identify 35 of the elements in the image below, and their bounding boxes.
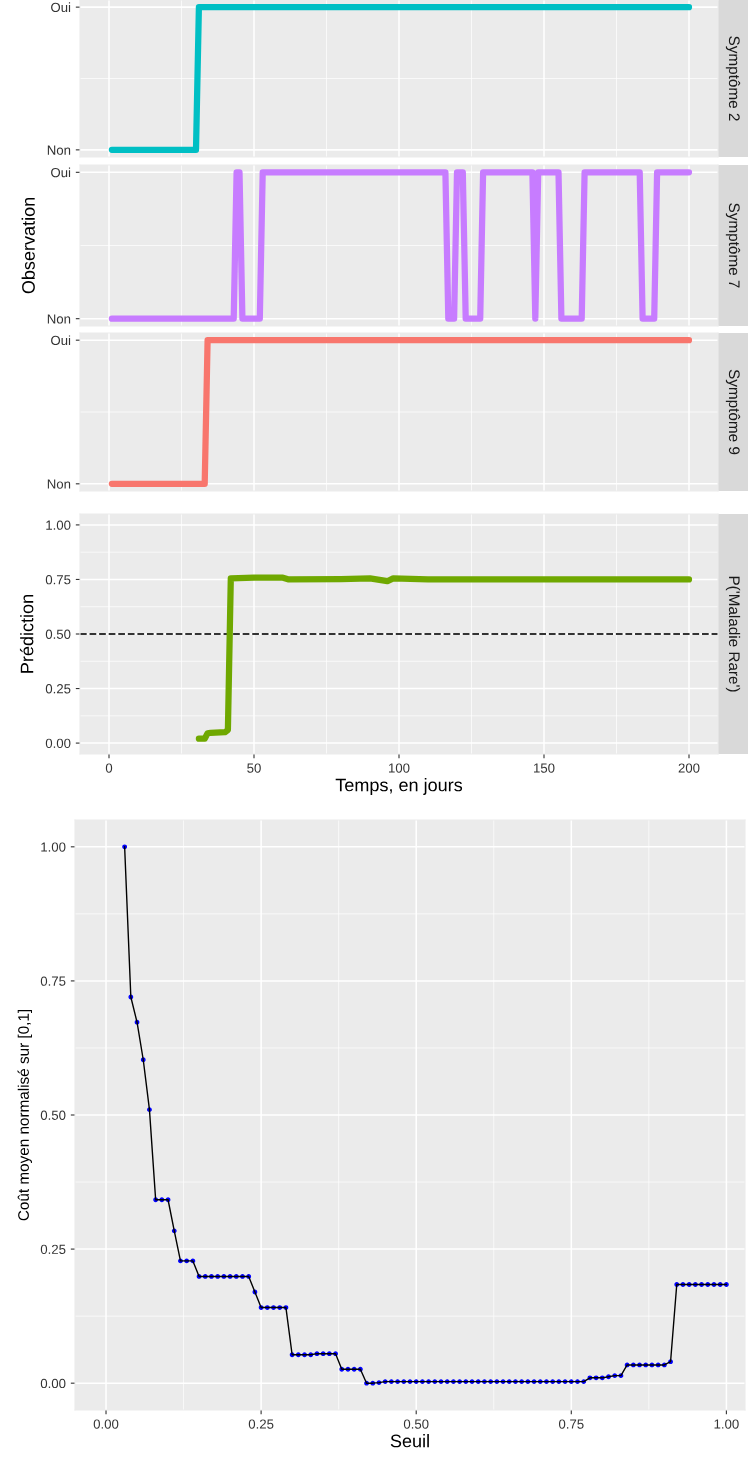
x-tick-label: 50 [247, 763, 261, 773]
y-tick-label: 0.75 [40, 976, 66, 986]
x-tick-label: 200 [678, 763, 700, 773]
text: Oui [51, 167, 71, 178]
x-tick-label: 0.00 [93, 1419, 119, 1429]
text: Non [47, 479, 71, 489]
y2-axis-title: Symptôme 9 [725, 369, 741, 455]
y-axis-title: Observation [21, 197, 35, 294]
text: Oui [51, 335, 71, 346]
y-tick-label: 0.75 [45, 575, 71, 585]
y-axis-title: Coût moyen normalisé sur [0,1] [17, 1009, 32, 1221]
x-tick-label: 0.75 [558, 1419, 584, 1429]
y2-axis-title: Symptôme 2 [725, 36, 741, 121]
y-tick-label: 1.00 [41, 842, 66, 852]
y-tick-label: 0.25 [40, 1244, 66, 1254]
y-tick-label: 0.50 [45, 629, 71, 639]
y-axis-title: Prédiction [19, 595, 34, 673]
y-tick-label: 1.00 [46, 520, 71, 530]
text: Oui [51, 2, 71, 13]
text: Non [47, 145, 71, 155]
x-tick-label: 0 [105, 763, 113, 773]
x-axis-title: Temps, en jours [335, 778, 463, 795]
y-tick-label: 0.50 [40, 1110, 66, 1120]
y-tick-label: 0.00 [40, 1378, 66, 1389]
x-tick-label: 150 [534, 763, 555, 773]
x-tick-label: 0.50 [403, 1419, 429, 1429]
text: Non [47, 314, 71, 324]
x-tick-label: 1.00 [714, 1419, 739, 1429]
y2-axis-title: P('Maladie Rare') [725, 576, 741, 692]
y-tick-label: 0.00 [45, 738, 71, 748]
x-axis-title: Seuil [390, 1434, 429, 1448]
y-tick-label: 0.25 [45, 684, 71, 694]
x-tick-label: 0.25 [248, 1419, 274, 1429]
x-tick-label: 100 [389, 763, 410, 773]
y2-axis-title: Symptôme 7 [725, 203, 741, 288]
